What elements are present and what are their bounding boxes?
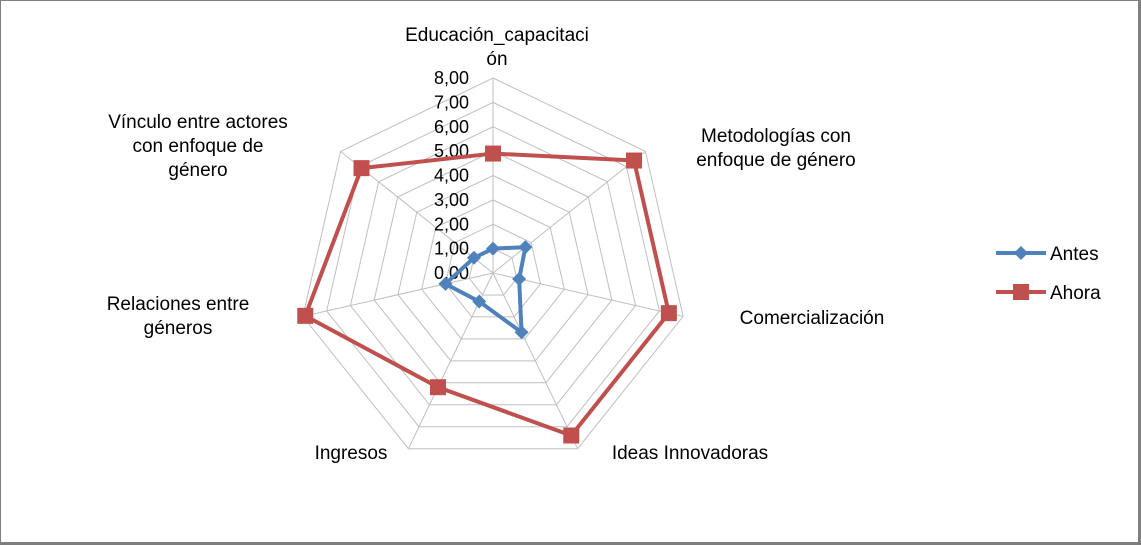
grid-spoke xyxy=(302,272,494,317)
data-point xyxy=(353,160,370,177)
tick-label: 4,00 xyxy=(434,166,469,186)
grid-ring xyxy=(349,126,637,406)
category-label: Metodologías con enfoque de género xyxy=(696,126,856,171)
series-lines xyxy=(297,145,677,444)
legend-label: Ahora xyxy=(1050,283,1101,304)
data-point xyxy=(438,276,453,291)
grid-ring xyxy=(373,150,613,384)
legend: Antes Ahora xyxy=(996,244,1101,304)
grid-ring xyxy=(444,223,542,318)
category-label: Ingresos xyxy=(315,443,388,464)
legend-label: Antes xyxy=(1050,244,1099,265)
category-label: Relaciones entre géneros xyxy=(107,294,250,339)
data-point xyxy=(466,250,481,265)
data-point xyxy=(514,325,529,340)
grid-spoke xyxy=(492,151,646,274)
tick-label: 3,00 xyxy=(434,190,469,210)
data-point xyxy=(518,240,533,255)
legend-marker xyxy=(1013,284,1029,300)
grid-ring xyxy=(397,174,589,362)
data-point xyxy=(563,427,580,444)
data-point xyxy=(660,305,677,322)
legend-item-ahora: Ahora xyxy=(996,283,1101,304)
tick-label: 1,00 xyxy=(434,239,469,259)
radial-axis-ticks: 0,001,002,003,004,005,006,007,008,00 xyxy=(434,68,469,283)
grid-ring xyxy=(302,77,684,450)
category-labels: Educación_capacitaci ón Metodologías con en… xyxy=(107,25,885,464)
series-ahora xyxy=(297,145,677,444)
data-point xyxy=(297,307,314,324)
tick-label: 2,00 xyxy=(434,214,469,234)
data-point xyxy=(486,241,500,256)
data-point xyxy=(485,145,501,162)
data-point xyxy=(430,379,447,396)
series-antes xyxy=(438,240,533,340)
legend-item-antes: Antes xyxy=(996,244,1099,265)
category-label: Ideas Innovadoras xyxy=(612,443,768,464)
category-label: Comercialización xyxy=(740,308,885,329)
data-point xyxy=(626,152,643,169)
radar-grid xyxy=(302,77,684,450)
data-point xyxy=(472,294,487,309)
category-label: Educación_capacitaci ón xyxy=(405,25,589,70)
series-line xyxy=(303,151,671,438)
category-label: Vínculo entre actores con enfoque de géner… xyxy=(108,112,288,181)
tick-label: 8,00 xyxy=(434,68,469,88)
legend-marker xyxy=(1014,246,1028,260)
data-point xyxy=(512,271,527,286)
grid-ring xyxy=(421,199,565,340)
tick-label: 7,00 xyxy=(434,92,469,112)
tick-label: 6,00 xyxy=(434,117,469,137)
grid-spoke xyxy=(492,272,579,449)
